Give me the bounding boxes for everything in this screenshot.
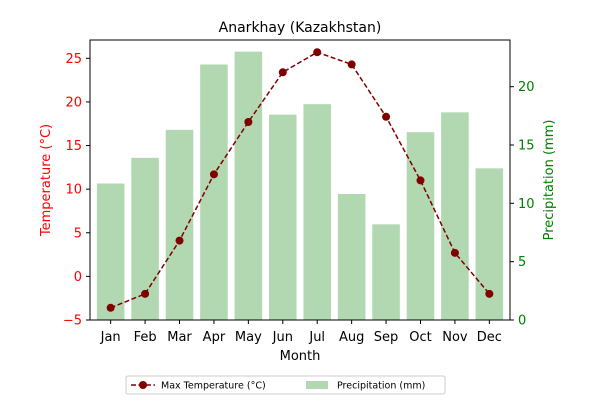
- y-right-tick-label: 5: [518, 255, 526, 270]
- temperature-point: [106, 303, 115, 312]
- precipitation-axis: 0 5 10 15 20: [510, 80, 535, 329]
- legend-box: [125, 375, 446, 395]
- precipitation-bar: [165, 129, 194, 320]
- precipitation-bar: [337, 194, 366, 320]
- precipitation-bar: [372, 224, 400, 320]
- temperature-point: [141, 289, 150, 298]
- y-left-tick-label: −5: [63, 314, 82, 329]
- x-tick-label: Dec: [477, 330, 502, 345]
- precipitation-bar: [303, 104, 331, 321]
- y-left-tick-label: 10: [65, 183, 82, 198]
- legend-bar-swatch: [306, 381, 328, 389]
- temperature-axis-label: Temperature (°C): [39, 124, 54, 237]
- x-tick-label: Nov: [442, 330, 468, 345]
- precipitation-bar: [234, 51, 263, 321]
- x-tick-label: Sep: [374, 330, 399, 345]
- precipitation-bar: [200, 64, 228, 320]
- legend-entry-temperature: Max Temperature (°C): [161, 381, 266, 392]
- y-left-tick-label: 25: [65, 52, 82, 67]
- precipitation-bars: [96, 51, 504, 321]
- temperature-point: [209, 170, 218, 179]
- precipitation-bar: [441, 112, 469, 320]
- temperature-point: [450, 248, 459, 257]
- temperature-series-line: [110, 51, 490, 309]
- temperature-point: [244, 117, 253, 126]
- chart-title: Anarkhay (Kazakhstan): [219, 20, 382, 36]
- temperature-point: [175, 236, 184, 245]
- temperature-point: [313, 48, 322, 57]
- x-tick-label: Mar: [167, 330, 192, 345]
- x-axis: Jan Feb Mar Apr May Jun Jul Aug Sep Oct Nov Dec: [100, 320, 502, 345]
- x-tick-label: Jun: [272, 330, 293, 345]
- y-left-tick-label: 0: [74, 270, 82, 285]
- temperature-axis: −5 0 5 10 15 20 25: [63, 52, 90, 329]
- precipitation-bar: [269, 114, 297, 321]
- precipitation-bar: [406, 132, 435, 320]
- x-tick-label: May: [235, 330, 262, 345]
- temperature-point: [416, 176, 425, 185]
- legend: Max Temperature (°C) Precipitation (mm): [125, 375, 446, 395]
- temperature-point: [382, 112, 391, 121]
- legend-marker-swatch: [139, 381, 147, 389]
- x-tick-label: Jan: [100, 330, 121, 345]
- precipitation-axis-label: Precipitation (mm): [542, 120, 557, 241]
- y-left-tick-label: 5: [74, 226, 82, 241]
- temperature-line: [106, 48, 494, 312]
- x-tick-label: Aug: [339, 330, 364, 345]
- plot-frame: [89, 39, 511, 321]
- y-right-tick-label: 15: [518, 139, 535, 154]
- x-axis-label: Month: [280, 349, 321, 364]
- precipitation-bar: [96, 183, 125, 320]
- y-left-tick-label: 15: [65, 139, 82, 154]
- x-tick-label: Feb: [134, 330, 157, 345]
- temperature-point: [278, 68, 287, 77]
- x-tick-label: Oct: [409, 330, 431, 345]
- y-left-tick-label: 20: [65, 95, 82, 110]
- temperature-point: [485, 289, 494, 298]
- x-tick-label: Apr: [203, 330, 226, 345]
- y-right-tick-label: 10: [518, 197, 535, 212]
- temperature-point: [347, 60, 356, 69]
- y-right-tick-label: 20: [518, 80, 535, 95]
- x-tick-label: Jul: [308, 330, 325, 345]
- y-right-tick-label: 0: [518, 314, 526, 329]
- legend-entry-precipitation: Precipitation (mm): [337, 381, 425, 392]
